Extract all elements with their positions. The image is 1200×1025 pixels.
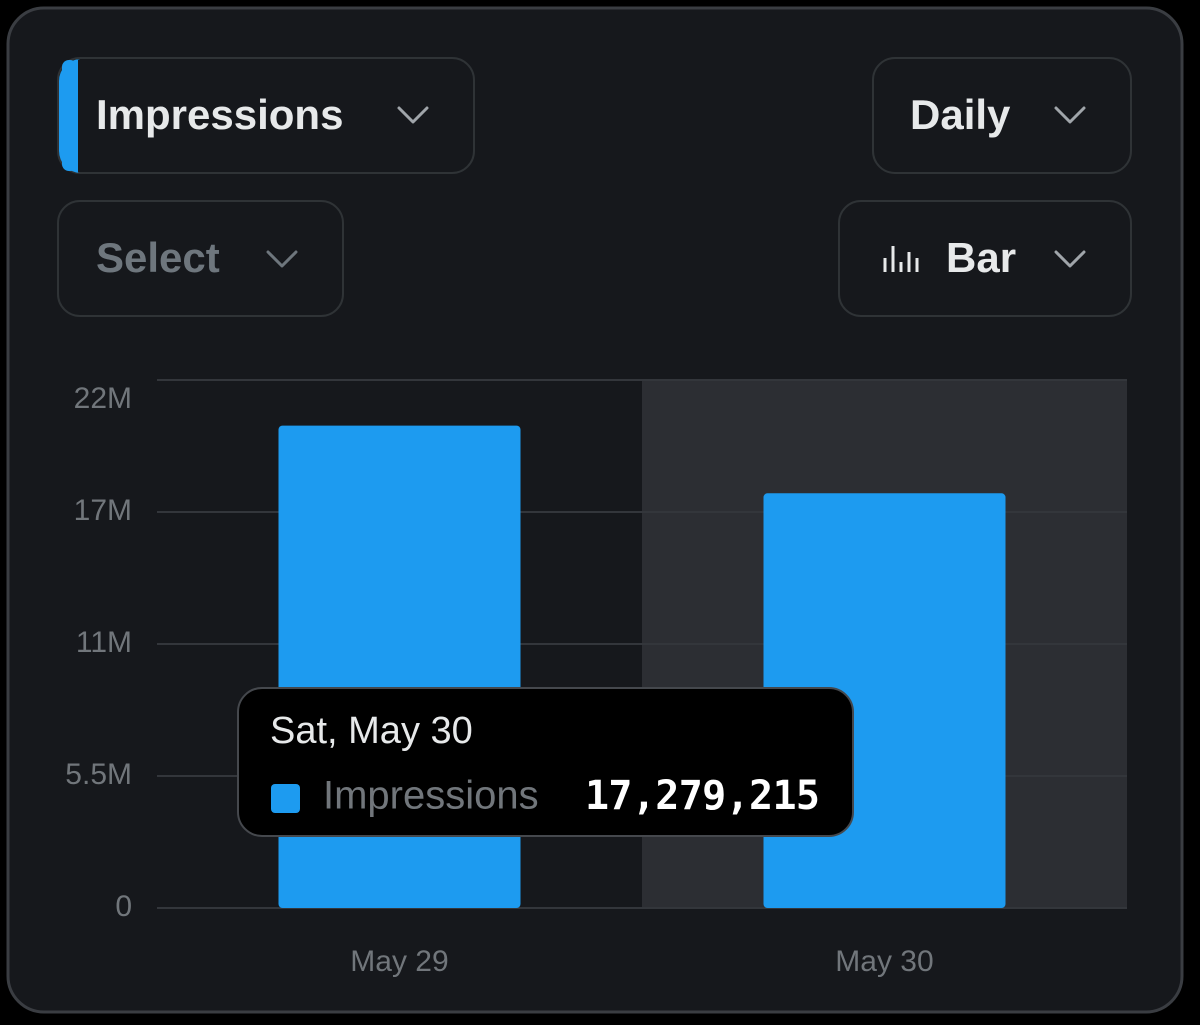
plot: 0 5.5M 11M 17M 22M May 29 May 30 Sat, May 30 Imp… <box>65 379 1127 978</box>
chevron <box>266 250 298 268</box>
chevron <box>1054 250 1086 268</box>
metric-dropdown[interactable]: Impressions <box>57 57 475 174</box>
y-tick-label: 11M <box>76 626 132 659</box>
dropdown-box <box>57 200 344 317</box>
tooltip-swatch <box>271 784 300 813</box>
accent-bar <box>62 60 77 171</box>
y-tick-label: 22M <box>74 382 132 415</box>
chevron <box>1054 106 1086 124</box>
tooltip-title: Sat, May 30 <box>270 710 473 752</box>
y-tick-label: 5.5M <box>65 758 132 791</box>
tooltip-value: 17,279,215 <box>585 773 820 819</box>
y-tick-label: 17M <box>74 494 132 527</box>
y-tick-label: 0 <box>115 890 132 923</box>
dropdown-box <box>838 200 1132 317</box>
chart-type-dropdown[interactable]: Bar <box>838 200 1132 317</box>
x-tick-label: May 30 <box>835 945 933 978</box>
chevron <box>397 106 429 124</box>
period-dropdown[interactable]: Daily <box>872 57 1132 174</box>
dropdown-box <box>57 57 475 174</box>
dropdown-label: Impressions <box>96 91 343 138</box>
tooltip-box <box>237 687 854 837</box>
x-tick-label: May 29 <box>350 945 448 978</box>
tooltip-series: Impressions <box>323 774 539 818</box>
compare-dropdown[interactable]: Select <box>57 200 344 317</box>
dropdown-label: Bar <box>946 234 1016 281</box>
dropdown-label: Select <box>96 234 220 281</box>
dropdown-box <box>872 57 1132 174</box>
dropdown-label: Daily <box>910 91 1011 138</box>
bar-icon <box>883 246 919 272</box>
tooltip: Sat, May 30 Impressions 17,279,215 <box>237 687 854 837</box>
